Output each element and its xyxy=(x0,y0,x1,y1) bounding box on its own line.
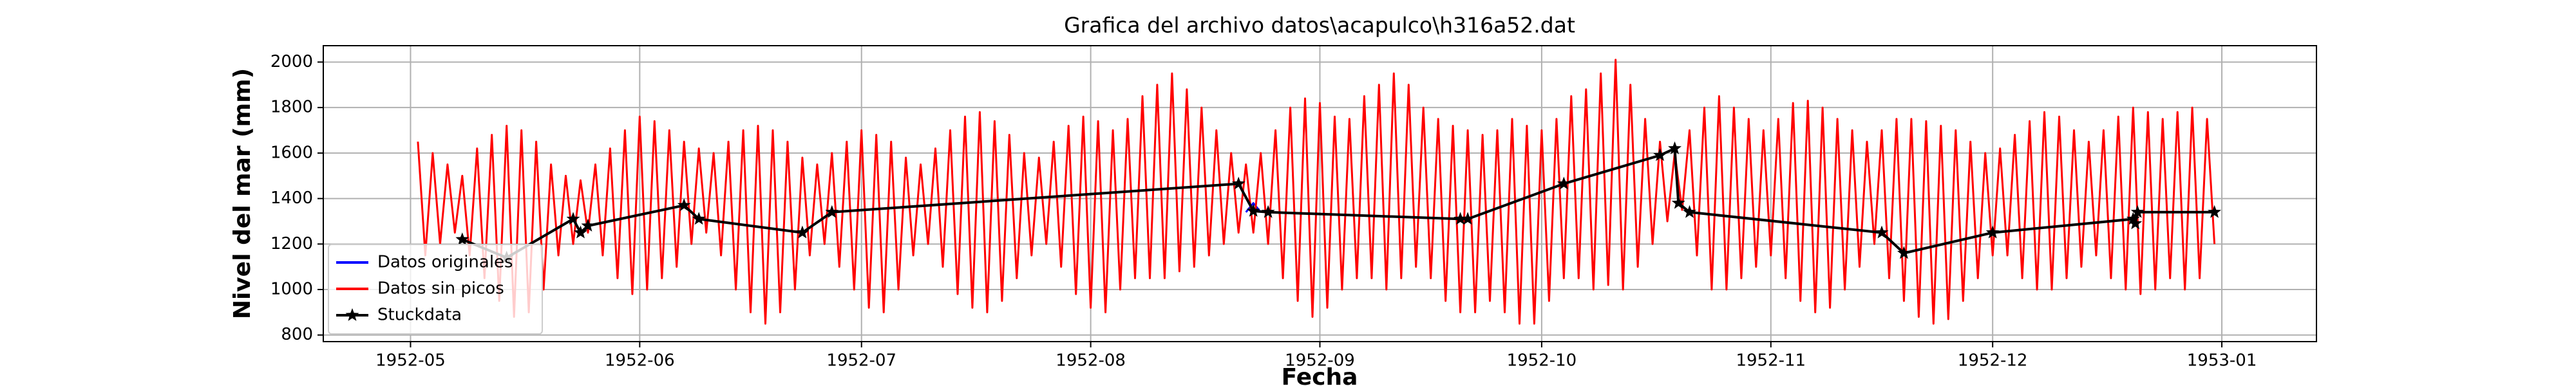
x-tick-label: 1952-11 xyxy=(1736,351,1806,371)
y-tick-label: 1600 xyxy=(270,143,313,162)
marker xyxy=(677,198,691,212)
plot-area xyxy=(417,59,2221,325)
marker xyxy=(1231,176,1245,190)
marker xyxy=(1875,225,1889,239)
marker xyxy=(1557,176,1571,190)
series-line xyxy=(417,59,2216,325)
marker xyxy=(1985,225,2000,239)
marker xyxy=(2126,212,2140,225)
legend-label: Datos sin picos xyxy=(377,279,504,299)
marker xyxy=(1461,212,1475,225)
marker xyxy=(1246,204,1260,217)
marker xyxy=(2130,205,2145,218)
legend-label: Datos originales xyxy=(377,253,513,272)
y-tick-label: 1400 xyxy=(270,188,313,208)
legend-marker xyxy=(345,308,359,321)
marker xyxy=(795,225,810,239)
marker xyxy=(2128,216,2143,230)
y-axis-label: Nivel del mar (mm) xyxy=(229,68,256,319)
chart-title: Grafica del archivo datos\acapulco\h316a… xyxy=(1064,13,1575,38)
x-tick-label: 1952-05 xyxy=(375,351,446,371)
marker xyxy=(692,212,706,225)
x-tick-label: 1952-12 xyxy=(1958,351,2028,371)
x-tick-label: 1952-06 xyxy=(605,351,675,371)
marker xyxy=(1454,212,1468,225)
x-axis-label: Fecha xyxy=(1282,364,1358,386)
x-tick-label: 1952-08 xyxy=(1056,351,1126,371)
marker xyxy=(1897,246,1911,259)
legend-label: Stuckdata xyxy=(377,306,462,325)
y-tick-label: 1200 xyxy=(270,234,313,253)
legend-box xyxy=(328,244,543,335)
legend: Datos originales Datos sin picos Stuckdata xyxy=(328,244,543,335)
y-tick-label: 800 xyxy=(281,325,313,344)
marker xyxy=(574,225,587,239)
y-tick-label: 1800 xyxy=(270,98,313,117)
x-tick-label: 1952-07 xyxy=(826,351,896,371)
x-tick-label: 1952-09 xyxy=(1285,351,1355,371)
marker xyxy=(825,205,839,218)
marker xyxy=(1668,141,1681,154)
x-tick-label: 1953-01 xyxy=(2187,351,2257,371)
y-tick-label: 2000 xyxy=(270,52,313,71)
marker xyxy=(455,232,469,246)
marker xyxy=(1653,148,1667,161)
marker xyxy=(581,219,595,232)
marker xyxy=(566,212,580,225)
marker xyxy=(1261,205,1275,218)
marker xyxy=(2208,205,2221,218)
x-tick-label: 1952-10 xyxy=(1507,351,1577,371)
marker xyxy=(1671,196,1685,209)
marker xyxy=(1683,205,1696,218)
ticks: 800 1000 1200 1400 1600 1800 2000 1952-05 1952-0… xyxy=(270,52,2257,371)
y-tick-label: 1000 xyxy=(270,280,313,299)
